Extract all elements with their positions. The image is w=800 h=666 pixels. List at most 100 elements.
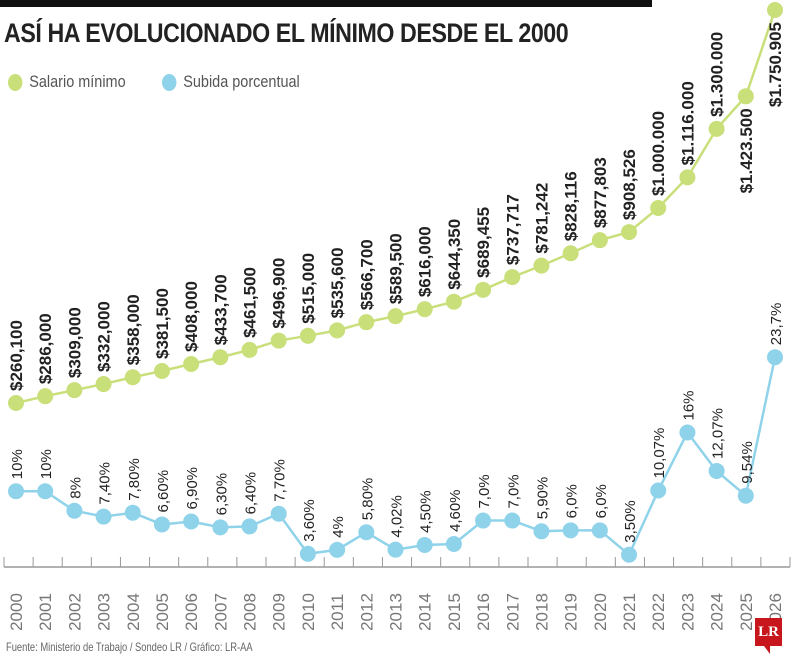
legend-marker-salario <box>8 73 23 91</box>
data-label-salario: $1.300.000 <box>708 32 727 117</box>
data-point-salario <box>299 327 316 344</box>
data-label-salario: $381,500 <box>153 288 172 359</box>
data-point-salario <box>737 88 754 105</box>
x-tick-label: 2017 <box>503 593 522 631</box>
x-tick-label: 2020 <box>591 593 610 631</box>
data-point-salario <box>387 308 404 325</box>
data-point-salario <box>212 349 229 366</box>
x-tick-label: 2012 <box>357 593 376 631</box>
data-label-salario: $566,700 <box>357 239 376 310</box>
data-point-subida <box>504 512 521 529</box>
data-label-subida: 7,40% <box>97 462 114 505</box>
data-label-subida: 4,02% <box>389 495 406 538</box>
data-point-salario <box>358 314 375 331</box>
data-label-subida: 6,30% <box>213 473 230 516</box>
top-rule <box>0 0 652 7</box>
data-point-subida <box>270 505 287 522</box>
data-point-subida <box>8 483 24 500</box>
data-point-subida <box>737 487 754 504</box>
x-tick-label: 2015 <box>445 593 464 631</box>
data-label-salario: $877,803 <box>591 157 610 228</box>
x-tick-label: 2009 <box>270 593 289 631</box>
data-label-subida: 6,90% <box>184 467 201 510</box>
x-tick-label: 2011 <box>328 594 347 631</box>
data-label-subida: 6,60% <box>155 470 172 513</box>
data-label-salario: $408,000 <box>182 281 201 352</box>
data-point-subida <box>358 524 375 541</box>
data-label-subida: 10% <box>38 449 55 479</box>
data-point-subida <box>650 482 667 499</box>
data-point-salario <box>66 382 83 399</box>
data-point-salario <box>591 232 608 249</box>
data-label-salario: $286,000 <box>36 313 55 384</box>
data-label-subida: 4,60% <box>447 489 464 532</box>
data-label-subida: 4% <box>330 516 347 538</box>
data-point-salario <box>241 341 258 358</box>
data-point-subida <box>708 462 725 479</box>
data-point-subida <box>679 424 696 441</box>
data-label-subida: 23,7% <box>768 303 785 346</box>
data-label-subida: 7,0% <box>476 474 493 508</box>
data-point-salario <box>475 281 492 298</box>
data-label-subida: 5,90% <box>534 477 551 520</box>
x-tick-label: 2004 <box>124 593 143 631</box>
x-tick-label: 2023 <box>678 593 697 631</box>
data-point-subida <box>299 545 316 562</box>
x-tick-label: 2005 <box>153 593 172 631</box>
data-label-subida: 3,50% <box>622 500 639 543</box>
data-point-subida <box>95 508 112 525</box>
x-tick-label: 2018 <box>532 593 551 631</box>
data-label-salario: $260,100 <box>7 320 26 391</box>
x-tick-label: 2006 <box>182 593 201 631</box>
data-point-salario <box>183 356 200 373</box>
data-label-salario: $461,500 <box>241 267 260 338</box>
data-point-salario <box>621 224 638 241</box>
data-label-subida: 9,54% <box>739 441 756 484</box>
data-point-salario <box>767 2 783 18</box>
data-point-subida <box>153 516 170 533</box>
x-tick-label: 2019 <box>562 593 581 631</box>
x-tick-label: 2001 <box>36 593 55 631</box>
data-label-subida: 7,0% <box>505 474 522 508</box>
x-tick-label: 2003 <box>95 593 114 631</box>
x-tick-label: 2016 <box>474 593 493 631</box>
x-tick-label: 2013 <box>387 593 406 631</box>
data-label-subida: 4,50% <box>418 490 435 533</box>
x-tick-label: 2025 <box>737 593 756 631</box>
data-point-salario <box>445 293 462 310</box>
data-point-salario <box>504 269 521 286</box>
x-tick-label: 2024 <box>708 593 727 631</box>
data-point-salario <box>416 301 433 318</box>
x-tick-label: 2002 <box>65 593 84 631</box>
data-label-salario: $828,116 <box>562 171 581 241</box>
data-point-salario <box>270 332 287 349</box>
data-point-subida <box>212 519 229 536</box>
data-point-subida <box>533 523 550 540</box>
data-label-subida: 10,07% <box>651 428 668 479</box>
x-tick-label: 2014 <box>416 593 435 631</box>
data-point-subida <box>445 536 462 553</box>
data-label-salario: $737,717 <box>503 194 522 265</box>
data-point-subida <box>387 541 404 558</box>
data-label-salario: $589,500 <box>387 233 406 304</box>
data-label-salario: $535,600 <box>328 247 347 318</box>
data-label-salario: $1.116.000 <box>678 81 697 165</box>
data-label-salario: $616,000 <box>416 226 435 297</box>
data-label-salario: $496,900 <box>270 258 289 329</box>
data-label-subida: 6,0% <box>593 484 610 518</box>
data-label-salario: $644,350 <box>445 219 464 290</box>
data-label-subida: 16% <box>680 390 697 420</box>
data-label-subida: 6,40% <box>243 472 260 515</box>
data-point-salario <box>95 376 112 393</box>
data-label-salario: $689,455 <box>474 207 493 278</box>
data-point-subida <box>329 541 346 558</box>
data-label-salario: $781,242 <box>532 183 551 254</box>
data-point-salario <box>329 322 346 339</box>
data-point-salario <box>533 257 550 274</box>
data-label-subida: 10% <box>9 449 26 479</box>
data-point-salario <box>679 169 696 186</box>
legend-item-subida: Subida porcentual <box>162 72 300 92</box>
data-label-subida: 12,07% <box>710 408 727 459</box>
source-note: Fuente: Ministerio de Trabajo / Sondeo L… <box>6 640 253 654</box>
data-label-salario: $1.750.905 <box>766 22 785 107</box>
